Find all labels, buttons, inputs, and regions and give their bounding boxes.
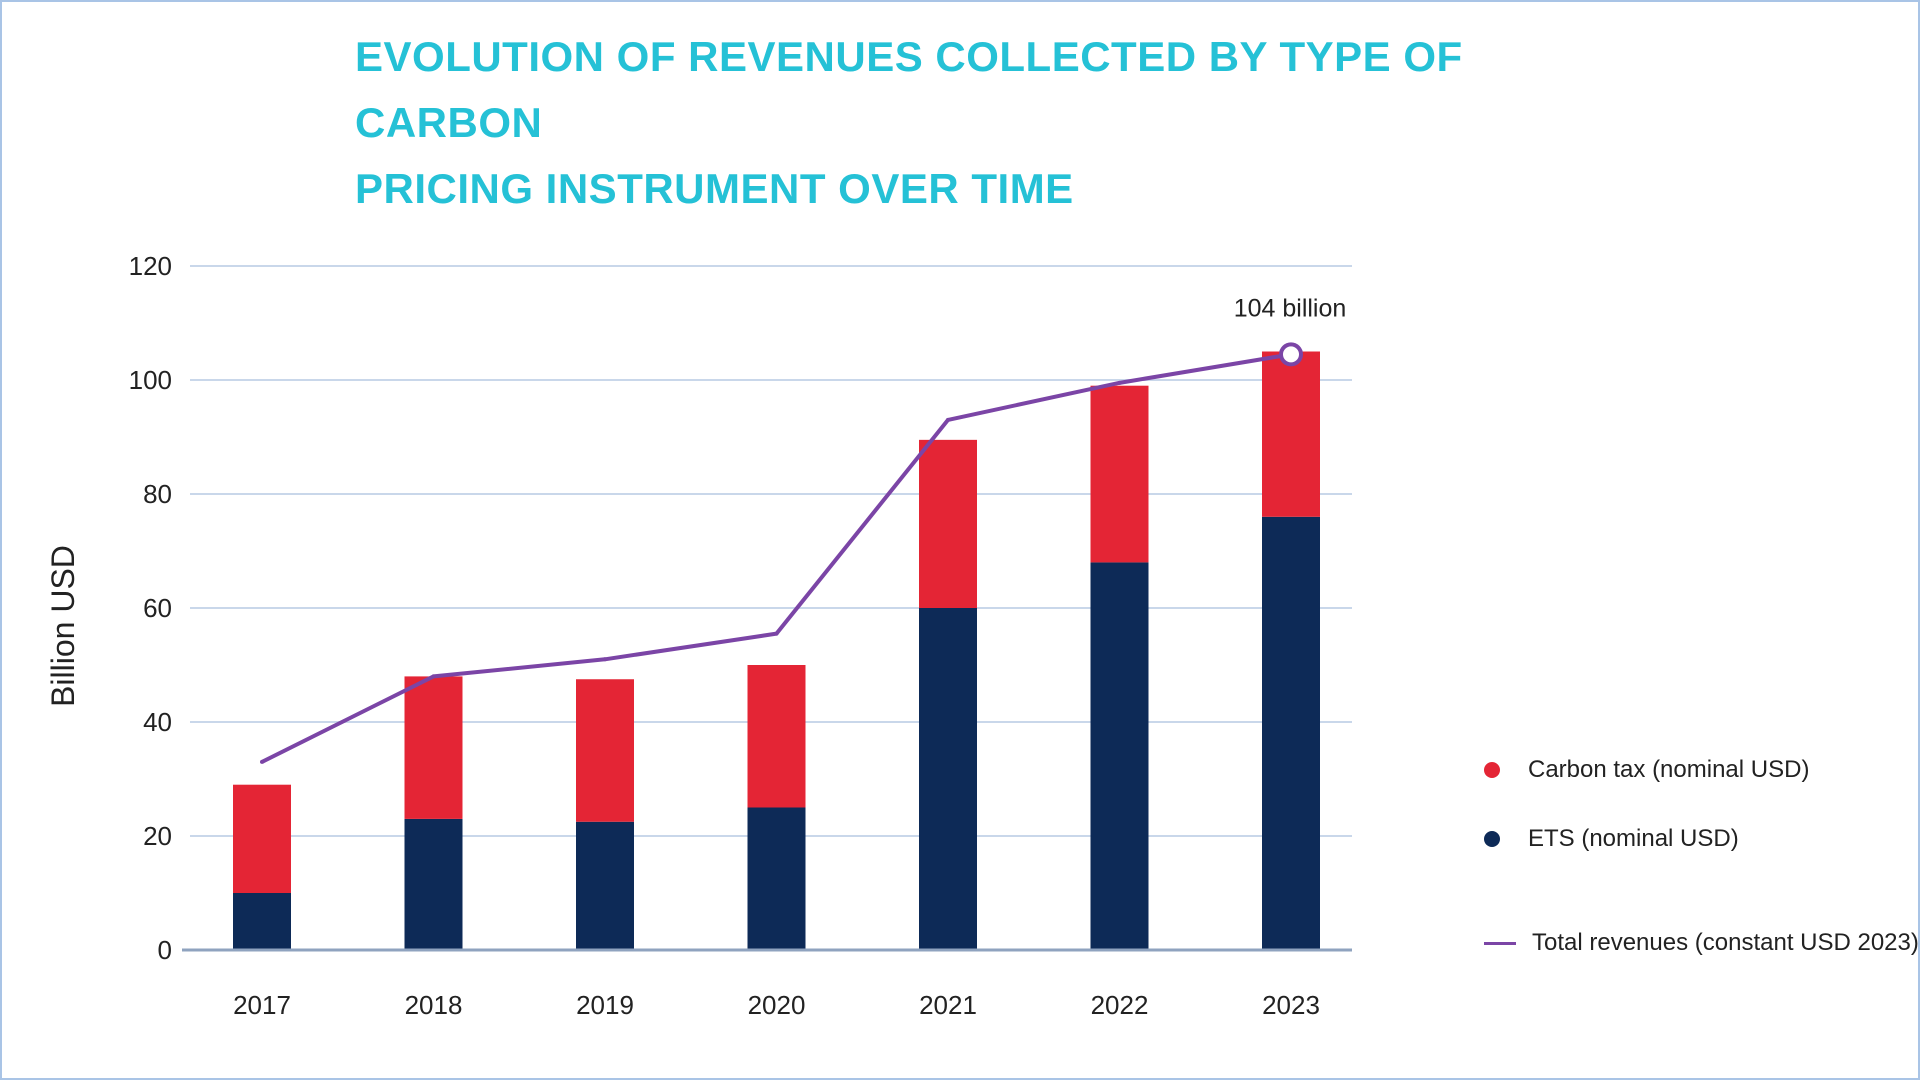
bar-carbon-tax-2022 <box>1090 385 1149 563</box>
total-point-2020 <box>774 631 779 636</box>
x-tick-label-2017: 2017 <box>233 990 291 1020</box>
y-tick-label-120: 120 <box>129 251 172 281</box>
legend-item-total: Total revenues (constant USD 2023) <box>1484 929 1919 957</box>
legend-item-carbon-tax: Carbon tax (nominal USD) <box>1484 756 1809 784</box>
x-tick-label-2019: 2019 <box>576 990 634 1020</box>
x-tick-label-2021: 2021 <box>919 990 977 1020</box>
bar-ets-2020 <box>747 807 806 950</box>
y-tick-label-40: 40 <box>143 707 172 737</box>
legend-label-ets: ETS (nominal USD) <box>1528 825 1739 852</box>
bar-carbon-tax-2017 <box>233 784 291 893</box>
bar-ets-2023 <box>1262 516 1320 950</box>
bar-ets-2022 <box>1090 562 1149 950</box>
legend-label-total: Total revenues (constant USD 2023) <box>1532 929 1919 956</box>
total-point-2017 <box>260 759 264 764</box>
bar-ets-2021 <box>919 608 977 950</box>
chart-title-line-1: EVOLUTION OF REVENUES COLLECTED BY TYPE … <box>355 33 1463 146</box>
y-tick-label-100: 100 <box>129 365 172 395</box>
x-tick-label-2023: 2023 <box>1262 990 1320 1020</box>
total-line-icon <box>1484 941 1516 945</box>
total-point-2019 <box>603 657 607 662</box>
bar-ets-2019 <box>576 821 634 950</box>
x-tick-label-2020: 2020 <box>748 990 806 1020</box>
total-point-2018 <box>431 674 436 679</box>
bar-ets-2018 <box>404 818 463 950</box>
x-tick-label-2018: 2018 <box>405 990 463 1020</box>
total-point-2021 <box>946 417 950 422</box>
x-tick-label-2022: 2022 <box>1091 990 1149 1020</box>
chart-title-line-2: PRICING INSTRUMENT OVER TIME <box>355 165 1074 212</box>
total-point-2022 <box>1117 380 1122 385</box>
legend-label-carbon-tax: Carbon tax (nominal USD) <box>1528 756 1810 783</box>
legend-item-ets: ETS (nominal USD) <box>1484 825 1739 853</box>
chart-title: EVOLUTION OF REVENUES COLLECTED BY TYPE … <box>355 24 1605 222</box>
y-tick-label-80: 80 <box>143 479 172 509</box>
ets-dot-icon <box>1484 831 1500 847</box>
total-point-2023 <box>1279 342 1303 367</box>
y-tick-label-20: 20 <box>143 821 172 851</box>
bar-carbon-tax-2019 <box>576 679 634 822</box>
y-tick-label-0: 0 <box>158 935 172 965</box>
carbon-tax-dot-icon <box>1484 762 1500 778</box>
bar-carbon-tax-2020 <box>747 665 806 808</box>
bar-carbon-tax-2021 <box>919 439 977 608</box>
bar-carbon-tax-2023 <box>1262 351 1320 517</box>
bar-ets-2017 <box>233 893 291 950</box>
y-tick-label-60: 60 <box>143 593 172 623</box>
annotation-104-billion: 104 billion <box>1234 294 1347 322</box>
y-axis-label: Billion USD <box>45 545 81 707</box>
bar-carbon-tax-2018 <box>404 676 463 819</box>
